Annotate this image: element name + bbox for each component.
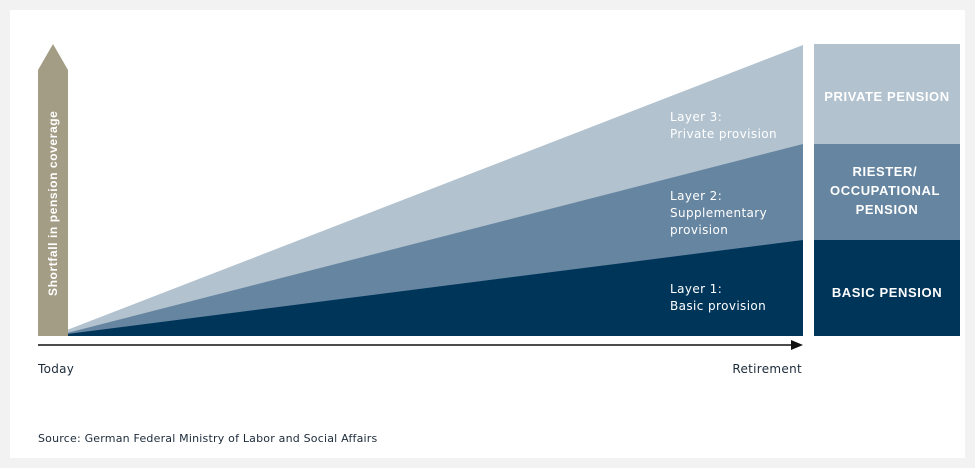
basic-pension-label: BASIC PENSION [832, 285, 942, 300]
layer-1-label-line-1: Layer 1: [670, 282, 722, 296]
axis-start-label: Today [37, 362, 74, 376]
layer-3-label: Layer 3: Private provision [670, 110, 777, 141]
riester-label-line-1: RIESTER/ [853, 164, 918, 179]
basic-pension-box [814, 240, 960, 336]
shortfall-arrow-label: Shortfall in pension coverage [46, 111, 60, 296]
layer-3-label-line-1: Layer 3: [670, 110, 722, 124]
layer-2-label-line-1: Layer 2: [670, 189, 722, 203]
shortfall-arrow [38, 44, 68, 336]
axis-end-label: Retirement [732, 362, 802, 376]
time-axis-arrowhead [791, 340, 803, 350]
layer-1-wedge [67, 240, 803, 336]
riester-label-line-2: OCCUPATIONAL [830, 183, 940, 198]
riester-pension-box [814, 144, 960, 240]
private-pension-box [814, 44, 960, 144]
layer-2-label: Layer 2: Supplementary provision [670, 189, 771, 237]
source-note: Source: German Federal Ministry of Labor… [38, 432, 378, 445]
riester-label-line-3: PENSION [856, 202, 919, 217]
private-pension-label: PRIVATE PENSION [824, 89, 950, 104]
layer-2-label-line-3: provision [670, 223, 728, 237]
layer-3-label-line-2: Private provision [670, 127, 777, 141]
riester-pension-label: RIESTER/ OCCUPATIONAL PENSION [830, 164, 944, 217]
layer-2-label-line-2: Supplementary [670, 206, 767, 220]
layer-1-label-line-2: Basic provision [670, 299, 766, 313]
layer-1-label: Layer 1: Basic provision [670, 282, 766, 313]
